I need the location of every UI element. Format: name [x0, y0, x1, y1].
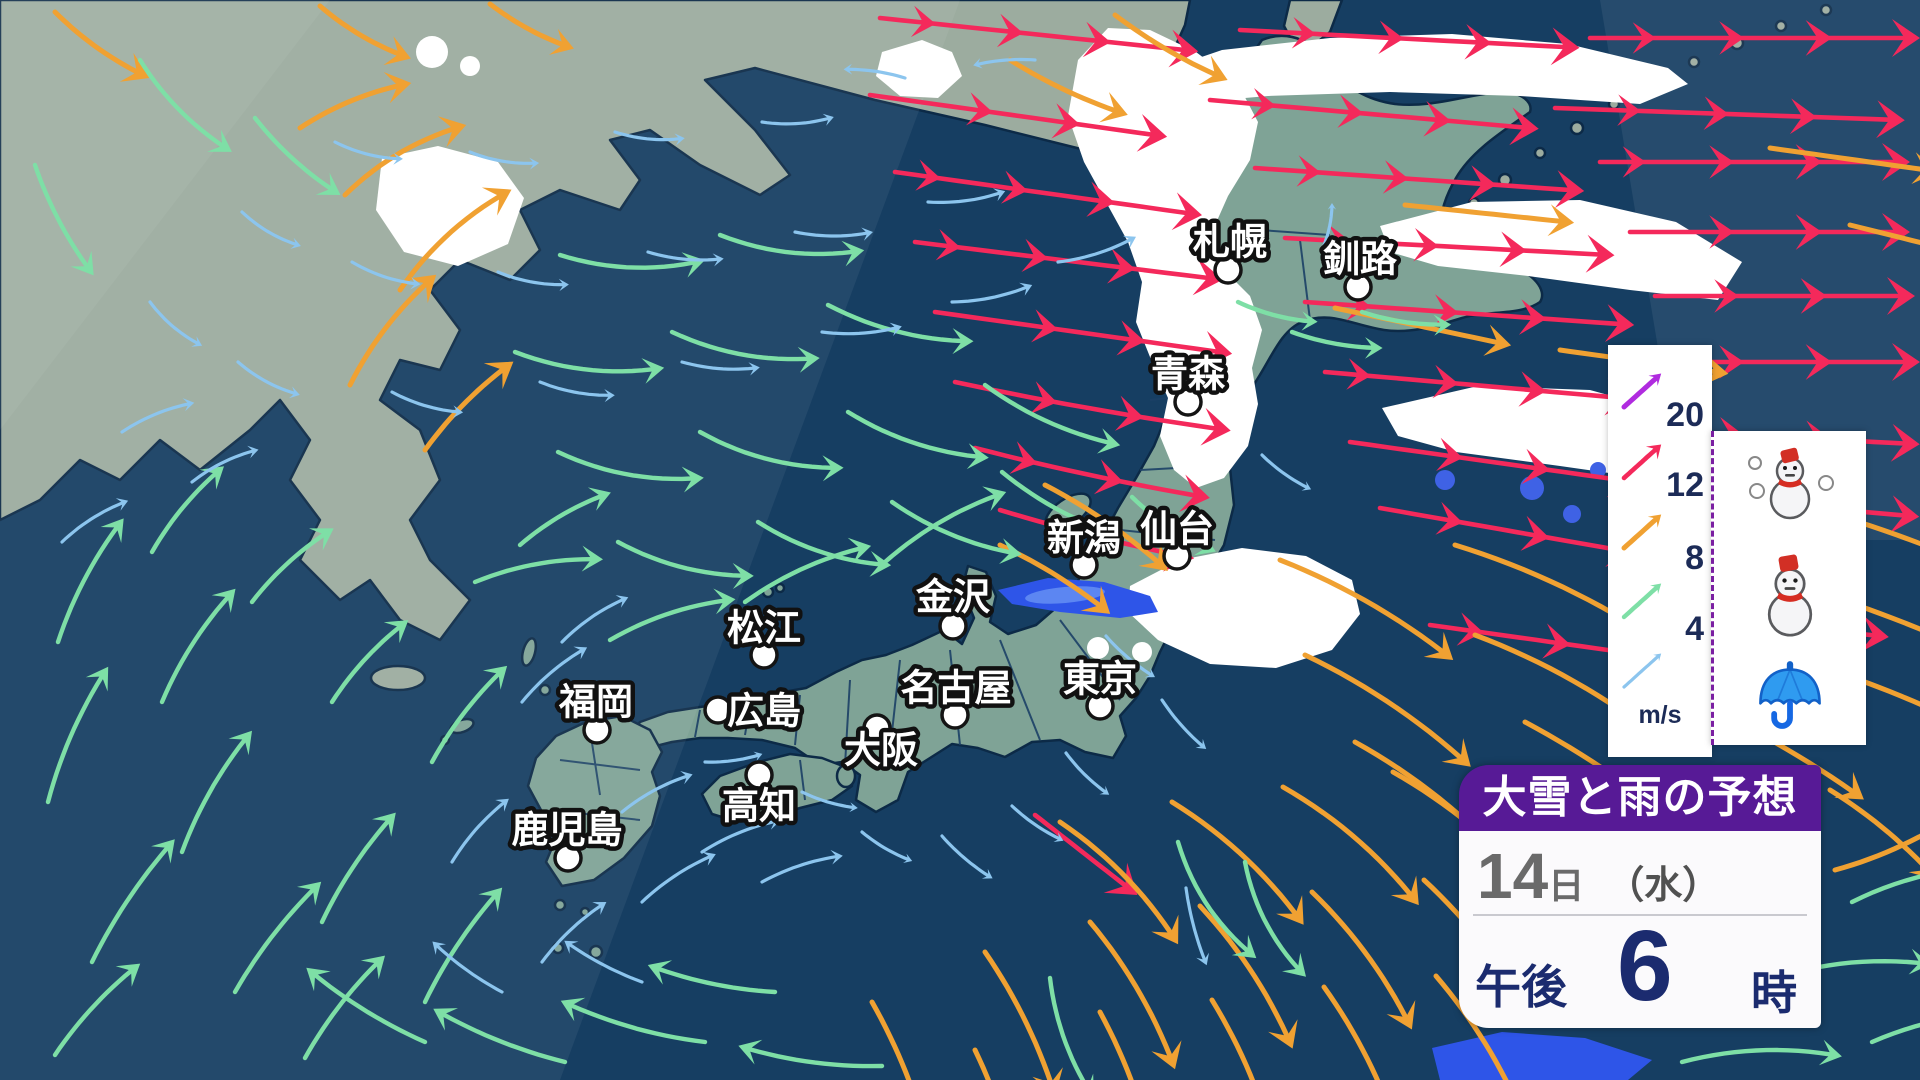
city-dot: [1213, 255, 1243, 285]
snow-areas: [376, 28, 1742, 668]
city-label: 新潟: [1047, 518, 1121, 559]
date-weekday: （水）: [1606, 865, 1721, 907]
wind-arrows: [32, 1, 1920, 1080]
wind-speed-legend-arrows: [1621, 373, 1662, 689]
date-day: 14: [1477, 840, 1549, 912]
speed-20-label: 20: [1666, 396, 1704, 434]
speed-unit-label: m/s: [1638, 701, 1682, 729]
divider: [1473, 914, 1807, 916]
forecast-time: 午後 6 時: [1459, 910, 1821, 1027]
city-label: 福岡: [558, 682, 633, 723]
city-dot: [1162, 541, 1192, 571]
rain-icon: [1714, 659, 1866, 735]
city-dot: [744, 760, 774, 790]
shikoku: [700, 752, 854, 824]
time-suffix: 時: [1751, 967, 1797, 1019]
city-label: 金沢: [916, 576, 991, 618]
city-label: 大阪: [844, 730, 918, 771]
city-label: 広島: [727, 691, 801, 732]
speed-8-label: 8: [1685, 539, 1704, 577]
tsushima: [520, 637, 538, 667]
city-dot: [582, 715, 612, 745]
speed-4-label: 4: [1685, 610, 1704, 648]
city-dot: [1085, 691, 1115, 721]
time-hour: 6: [1617, 910, 1673, 1022]
city-label: 名古屋: [901, 668, 1012, 709]
city-label: 鹿児島: [512, 810, 623, 851]
city-label: 高知: [722, 786, 796, 827]
city-label: 青森: [1151, 354, 1226, 395]
forecast-title-box: 大雪と雨の予想 14日 （水） 午後 6 時: [1459, 765, 1821, 1028]
time-period: 午後: [1475, 961, 1567, 1013]
kyushu: [526, 714, 664, 888]
city-dot: [1343, 272, 1373, 302]
city-label: 仙台: [1140, 509, 1214, 550]
city-label: 札幌: [1193, 222, 1267, 263]
jeju-island: [369, 664, 427, 692]
heavy-snow-icon: [1714, 441, 1866, 533]
city-label: 釧路: [1323, 239, 1398, 280]
city-label: 松江: [727, 608, 801, 649]
city-dot: [553, 843, 583, 873]
forecast-date: 14日 （水）: [1477, 839, 1720, 913]
date-day-suffix: 日: [1548, 865, 1585, 906]
forecast-title: 大雪と雨の予想: [1459, 765, 1821, 831]
forecast-datetime-panel: 14日 （水） 午後 6 時: [1459, 831, 1821, 1028]
city-label: 東京: [1063, 659, 1137, 700]
snow-icon: [1714, 553, 1866, 643]
city-dot: [703, 695, 733, 725]
city-dot: [938, 611, 968, 641]
city-dot: [1173, 387, 1203, 417]
precipitation-legend: [1711, 431, 1866, 745]
city-dot: [749, 640, 779, 670]
speed-12-label: 12: [1666, 466, 1704, 504]
city-dot: [862, 713, 892, 743]
wind-speed-legend: 20 12 8 4 m/s: [1608, 345, 1712, 757]
city-dot: [940, 700, 970, 730]
city-dot: [1069, 550, 1099, 580]
